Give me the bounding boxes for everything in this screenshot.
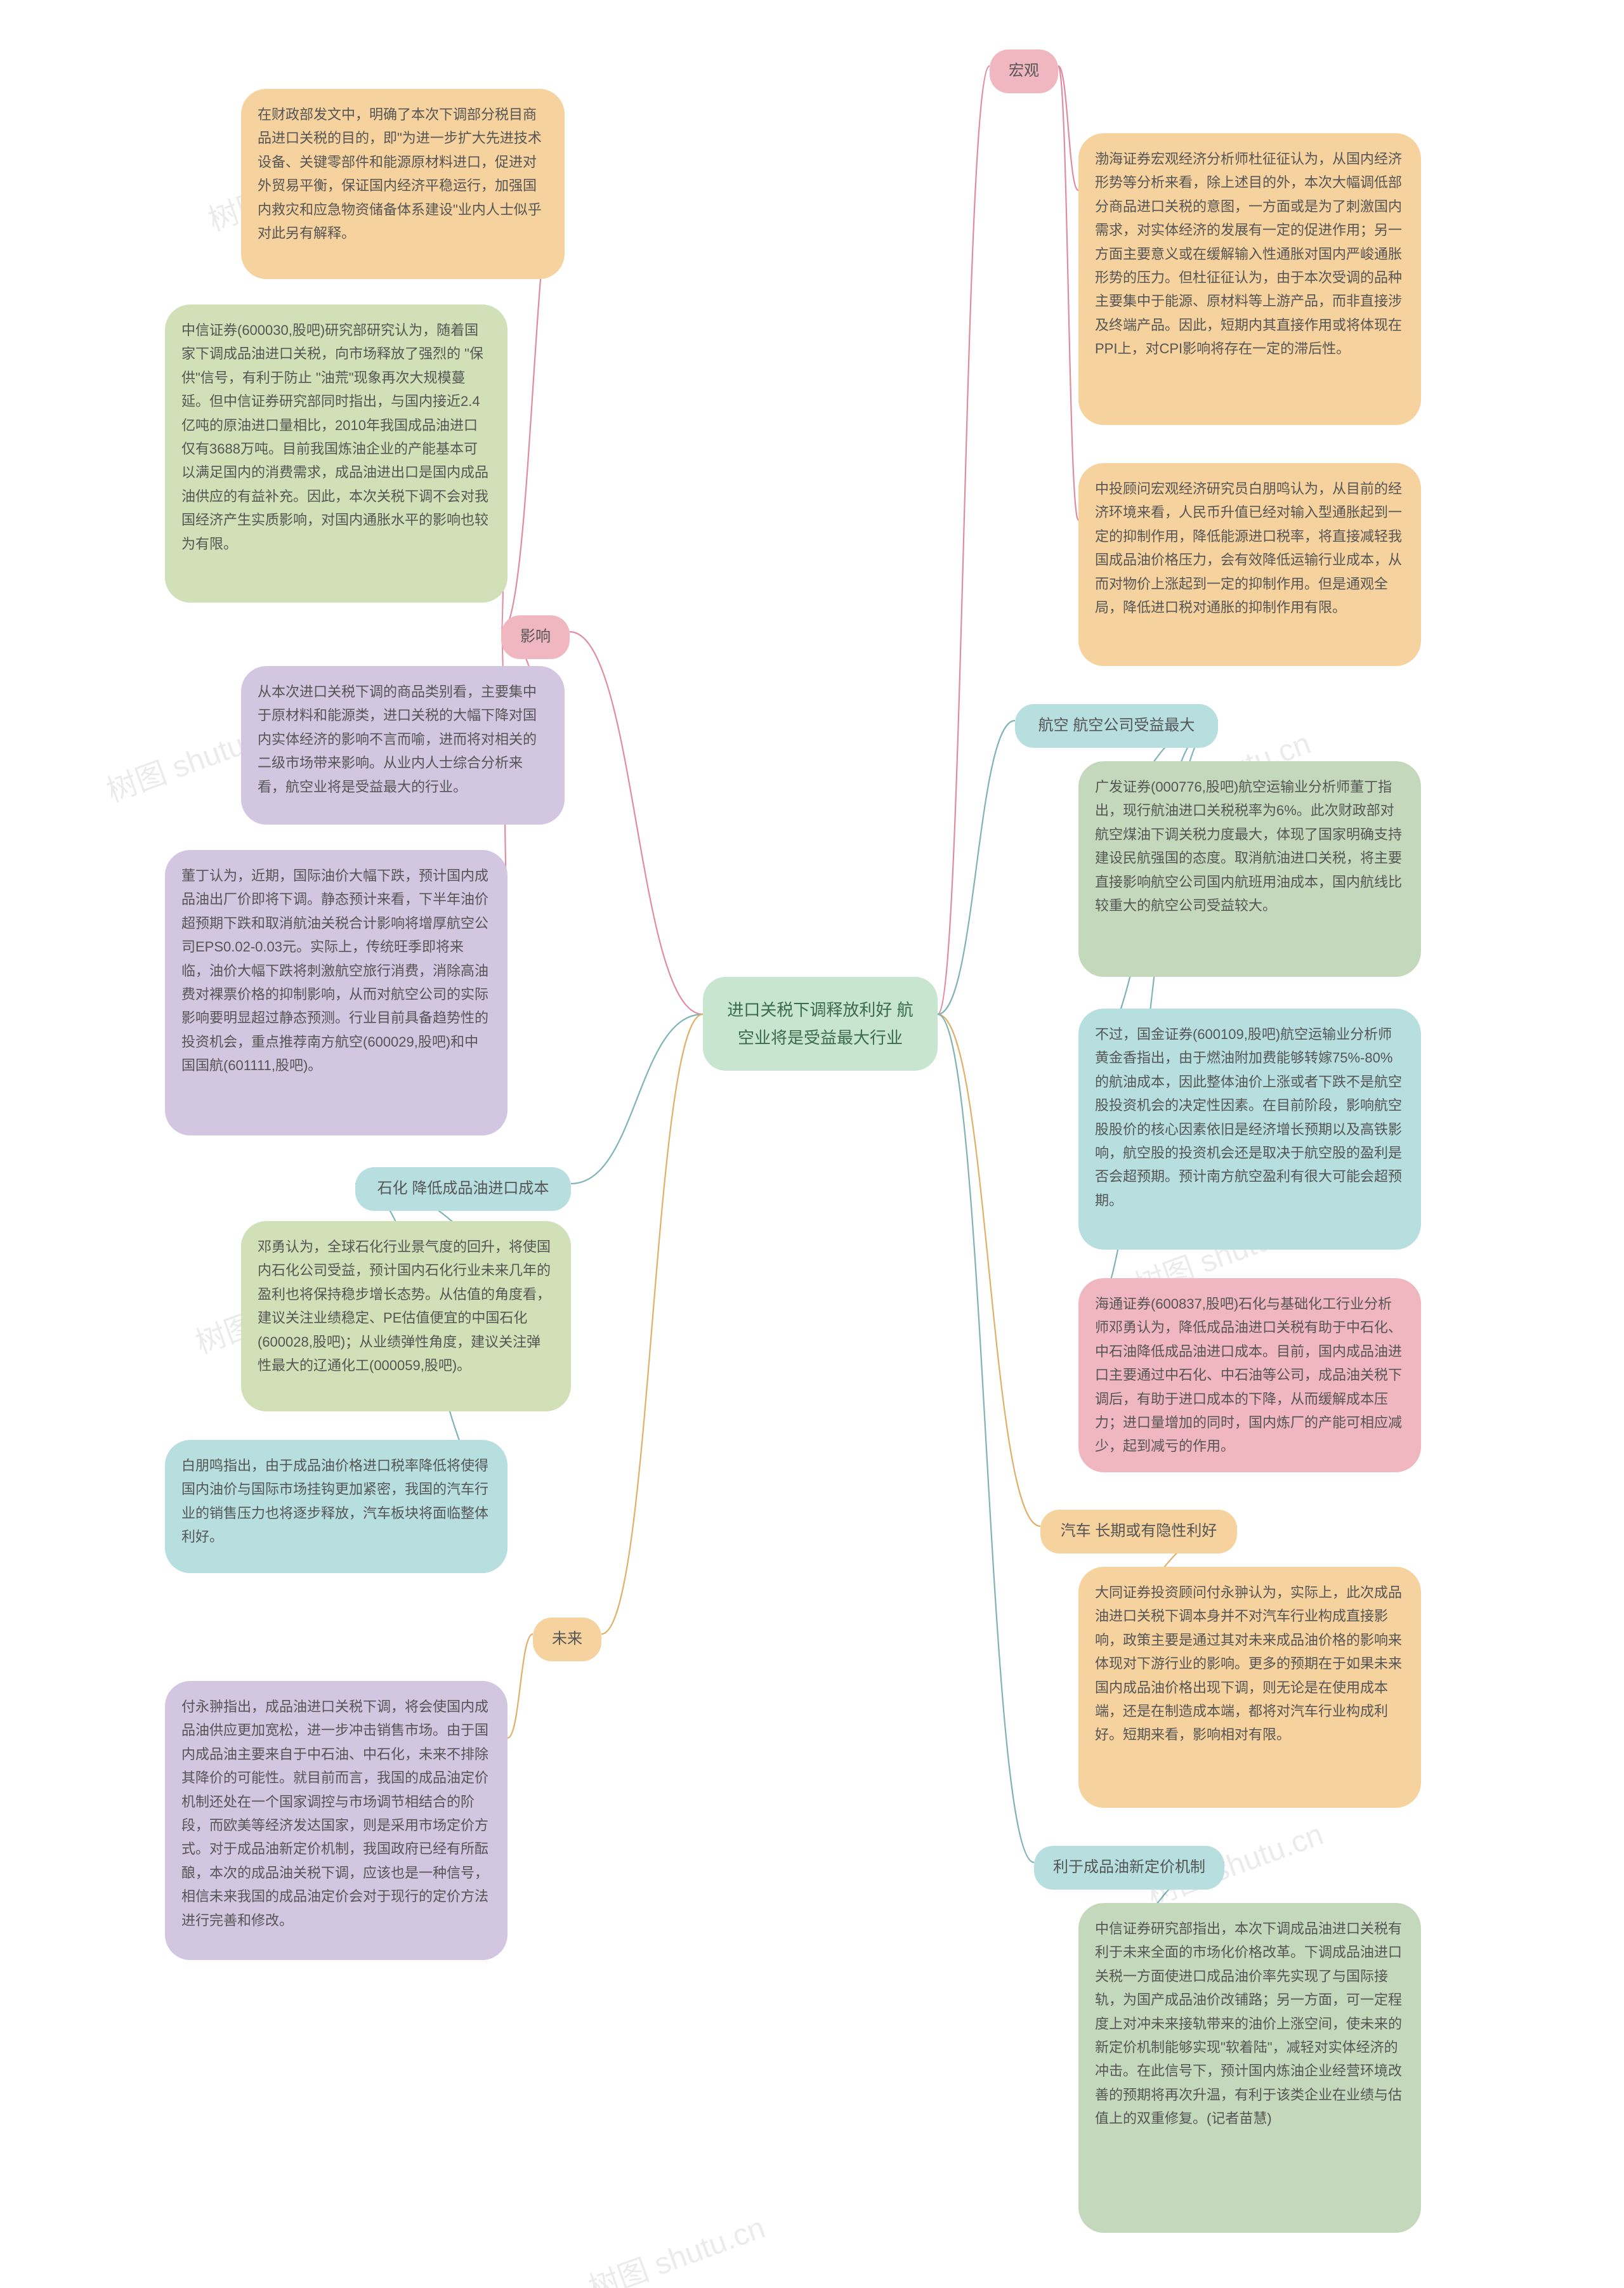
watermark: 树图 shutu.cn: [582, 2202, 770, 2288]
node-im-4: 董丁认为，近期，国际油价大幅下跌，预计国内成品油出厂价即将下调。静态预计来看，下…: [165, 850, 508, 1135]
branch-label-aviation: 航空 航空公司受益最大: [1015, 704, 1218, 748]
branch-label-impact: 影响: [501, 615, 570, 659]
node-av-1: 广发证券(000776,股吧)航空运输业分析师董丁指出，现行航油进口关税税率为6…: [1078, 761, 1421, 977]
branch-label-pricing: 利于成品油新定价机制: [1034, 1846, 1224, 1890]
node-pe-1: 邓勇认为，全球石化行业景气度的回升，将使国内石化公司受益，预计国内石化行业未来几…: [241, 1221, 571, 1411]
node-pr-1: 中信证券研究部指出，本次下调成品油进口关税有利于未来全面的市场化价格改革。下调成…: [1078, 1903, 1421, 2233]
node-av-2: 不过，国金证券(600109,股吧)航空运输业分析师黄金香指出，由于燃油附加费能…: [1078, 1009, 1421, 1250]
branch-label-macro: 宏观: [990, 49, 1058, 93]
branch-label-petro: 石化 降低成品油进口成本: [355, 1167, 571, 1211]
node-macro-2: 中投顾问宏观经济研究员白朋鸣认为，从目前的经济环境来看，人民币升值已经对输入型通…: [1078, 463, 1421, 666]
mindmap-canvas: 树图 shutu.cn树图 shutu.cn树图 shutu.cn树图 shut…: [0, 0, 1624, 2288]
node-fu-1: 付永翀指出，成品油进口关税下调，将会使国内成品油供应更加宽松，进一步冲击销售市场…: [165, 1681, 508, 1960]
node-im-1: 在财政部发文中，明确了本次下调部分税目商品进口关税的目的，即"为进一步扩大先进技…: [241, 89, 565, 279]
node-pe-2: 白朋鸣指出，由于成品油价格进口税率降低将使得国内油价与国际市场挂钩更加紧密，我国…: [165, 1440, 508, 1573]
branch-label-future: 未来: [533, 1618, 601, 1661]
node-im-3: 从本次进口关税下调的商品类别看，主要集中于原材料和能源类，进口关税的大幅下降对国…: [241, 666, 565, 825]
center-topic: 进口关税下调释放利好 航空业将是受益最大行业: [703, 977, 938, 1071]
branch-label-auto: 汽车 长期或有隐性利好: [1040, 1510, 1237, 1553]
node-av-3: 海通证券(600837,股吧)石化与基础化工行业分析师邓勇认为，降低成品油进口关…: [1078, 1278, 1421, 1472]
node-auto-1: 大同证券投资顾问付永翀认为，实际上，此次成品油进口关税下调本身并不对汽车行业构成…: [1078, 1567, 1421, 1808]
node-macro-1: 渤海证券宏观经济分析师杜征征认为，从国内经济形势等分析来看，除上述目的外，本次大…: [1078, 133, 1421, 425]
node-im-2: 中信证券(600030,股吧)研究部研究认为，随着国家下调成品油进口关税，向市场…: [165, 304, 508, 603]
